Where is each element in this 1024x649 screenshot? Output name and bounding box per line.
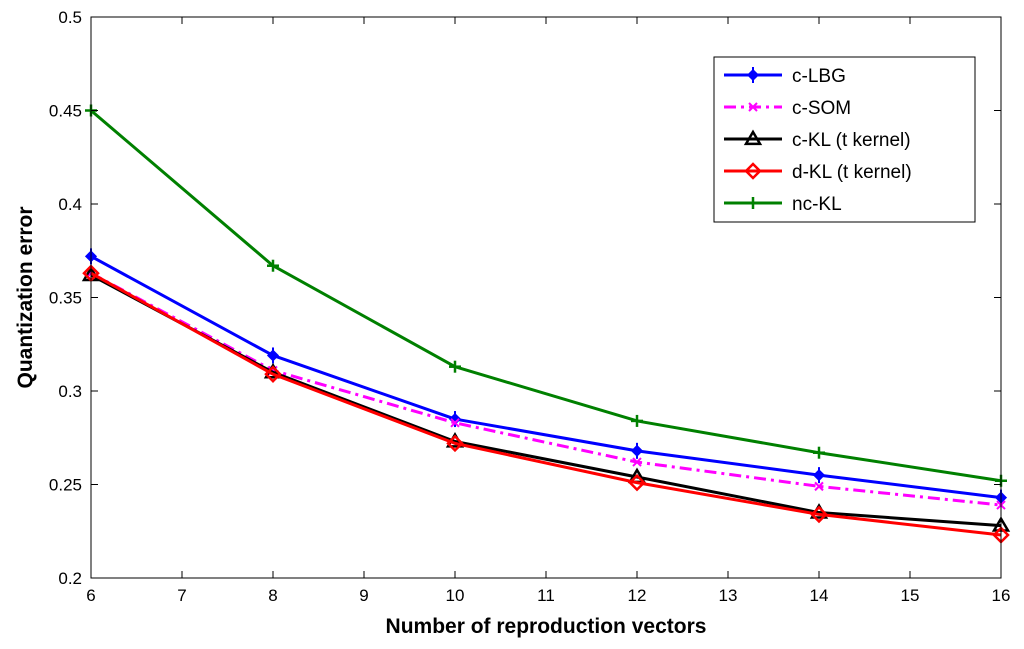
legend-item-c-som: c-SOM [724, 98, 851, 119]
legend-label: c-LBG [792, 66, 846, 87]
x-axis-title: Number of reproduction vectors [386, 615, 707, 638]
legend-marker [748, 102, 758, 112]
x-tick-label: 12 [628, 586, 647, 605]
x-tick-label: 9 [359, 586, 368, 605]
series-line-d-kl-t-kernel [90, 271, 1002, 537]
data-point-d-kl-t-kernel [810, 505, 828, 524]
series-layer [81, 104, 1011, 544]
y-tick-label: 0.2 [58, 569, 82, 588]
x-tick-label: 8 [268, 586, 277, 605]
data-point-c-som [450, 418, 460, 428]
legend-item-c-kl-t-kernel: c-KL (t kernel) [724, 129, 911, 151]
series-line-nc-kl [90, 109, 1002, 483]
y-axis-title: Quantization error [14, 206, 37, 388]
legend-label: d-KL (t kernel) [792, 162, 912, 183]
data-point-d-kl-t-kernel [628, 473, 646, 492]
data-point-c-som [814, 481, 824, 492]
x-tick-label: 7 [177, 586, 186, 605]
legend-item-c-lbg: c-LBG [724, 66, 846, 87]
legend-marker [747, 197, 759, 209]
legend-label: c-SOM [792, 98, 851, 119]
axes-layer: 6 7 8 9 10 11 12 13 14 15 16 0.2 0.25 0.3 0.35 0.4 0.45 0… [49, 8, 1011, 605]
x-tick-label: 13 [719, 586, 738, 605]
legend-item-d-kl-t-kernel: d-KL (t kernel) [724, 162, 912, 183]
data-point-nc-kl [449, 360, 461, 373]
data-point-c-som [632, 457, 642, 467]
legend-label: nc-KL [792, 194, 842, 215]
y-tick-label: 0.3 [58, 382, 82, 401]
data-point-nc-kl [631, 414, 643, 427]
legend-marker [744, 162, 762, 180]
legend-label: c-KL (t kernel) [792, 130, 911, 151]
data-point-nc-kl [813, 446, 825, 459]
x-tick-label: 15 [901, 586, 920, 605]
legend: c-LBG c-SOM c-KL (t kernel) d-KL (t kernel)… [713, 56, 976, 223]
series-line-c-lbg [90, 255, 1002, 500]
x-tick-label: 10 [446, 586, 465, 605]
y-tick-label: 0.5 [58, 8, 82, 27]
x-tick-label: 14 [810, 586, 829, 605]
x-tick-label: 6 [86, 586, 95, 605]
y-tick-label: 0.4 [58, 195, 82, 214]
x-tick-label: 16 [992, 586, 1011, 605]
x-tick-label: 11 [537, 586, 555, 605]
data-point-d-kl-t-kernel [446, 434, 464, 453]
y-tick-label: 0.45 [49, 102, 82, 121]
legend-marker [743, 129, 763, 146]
data-point-d-kl-t-kernel [264, 365, 282, 383]
data-point-nc-kl [267, 259, 279, 272]
y-tick-label: 0.35 [49, 289, 82, 308]
y-tick-label: 0.25 [49, 476, 82, 495]
legend-item-nc-kl: nc-KL [724, 194, 842, 215]
